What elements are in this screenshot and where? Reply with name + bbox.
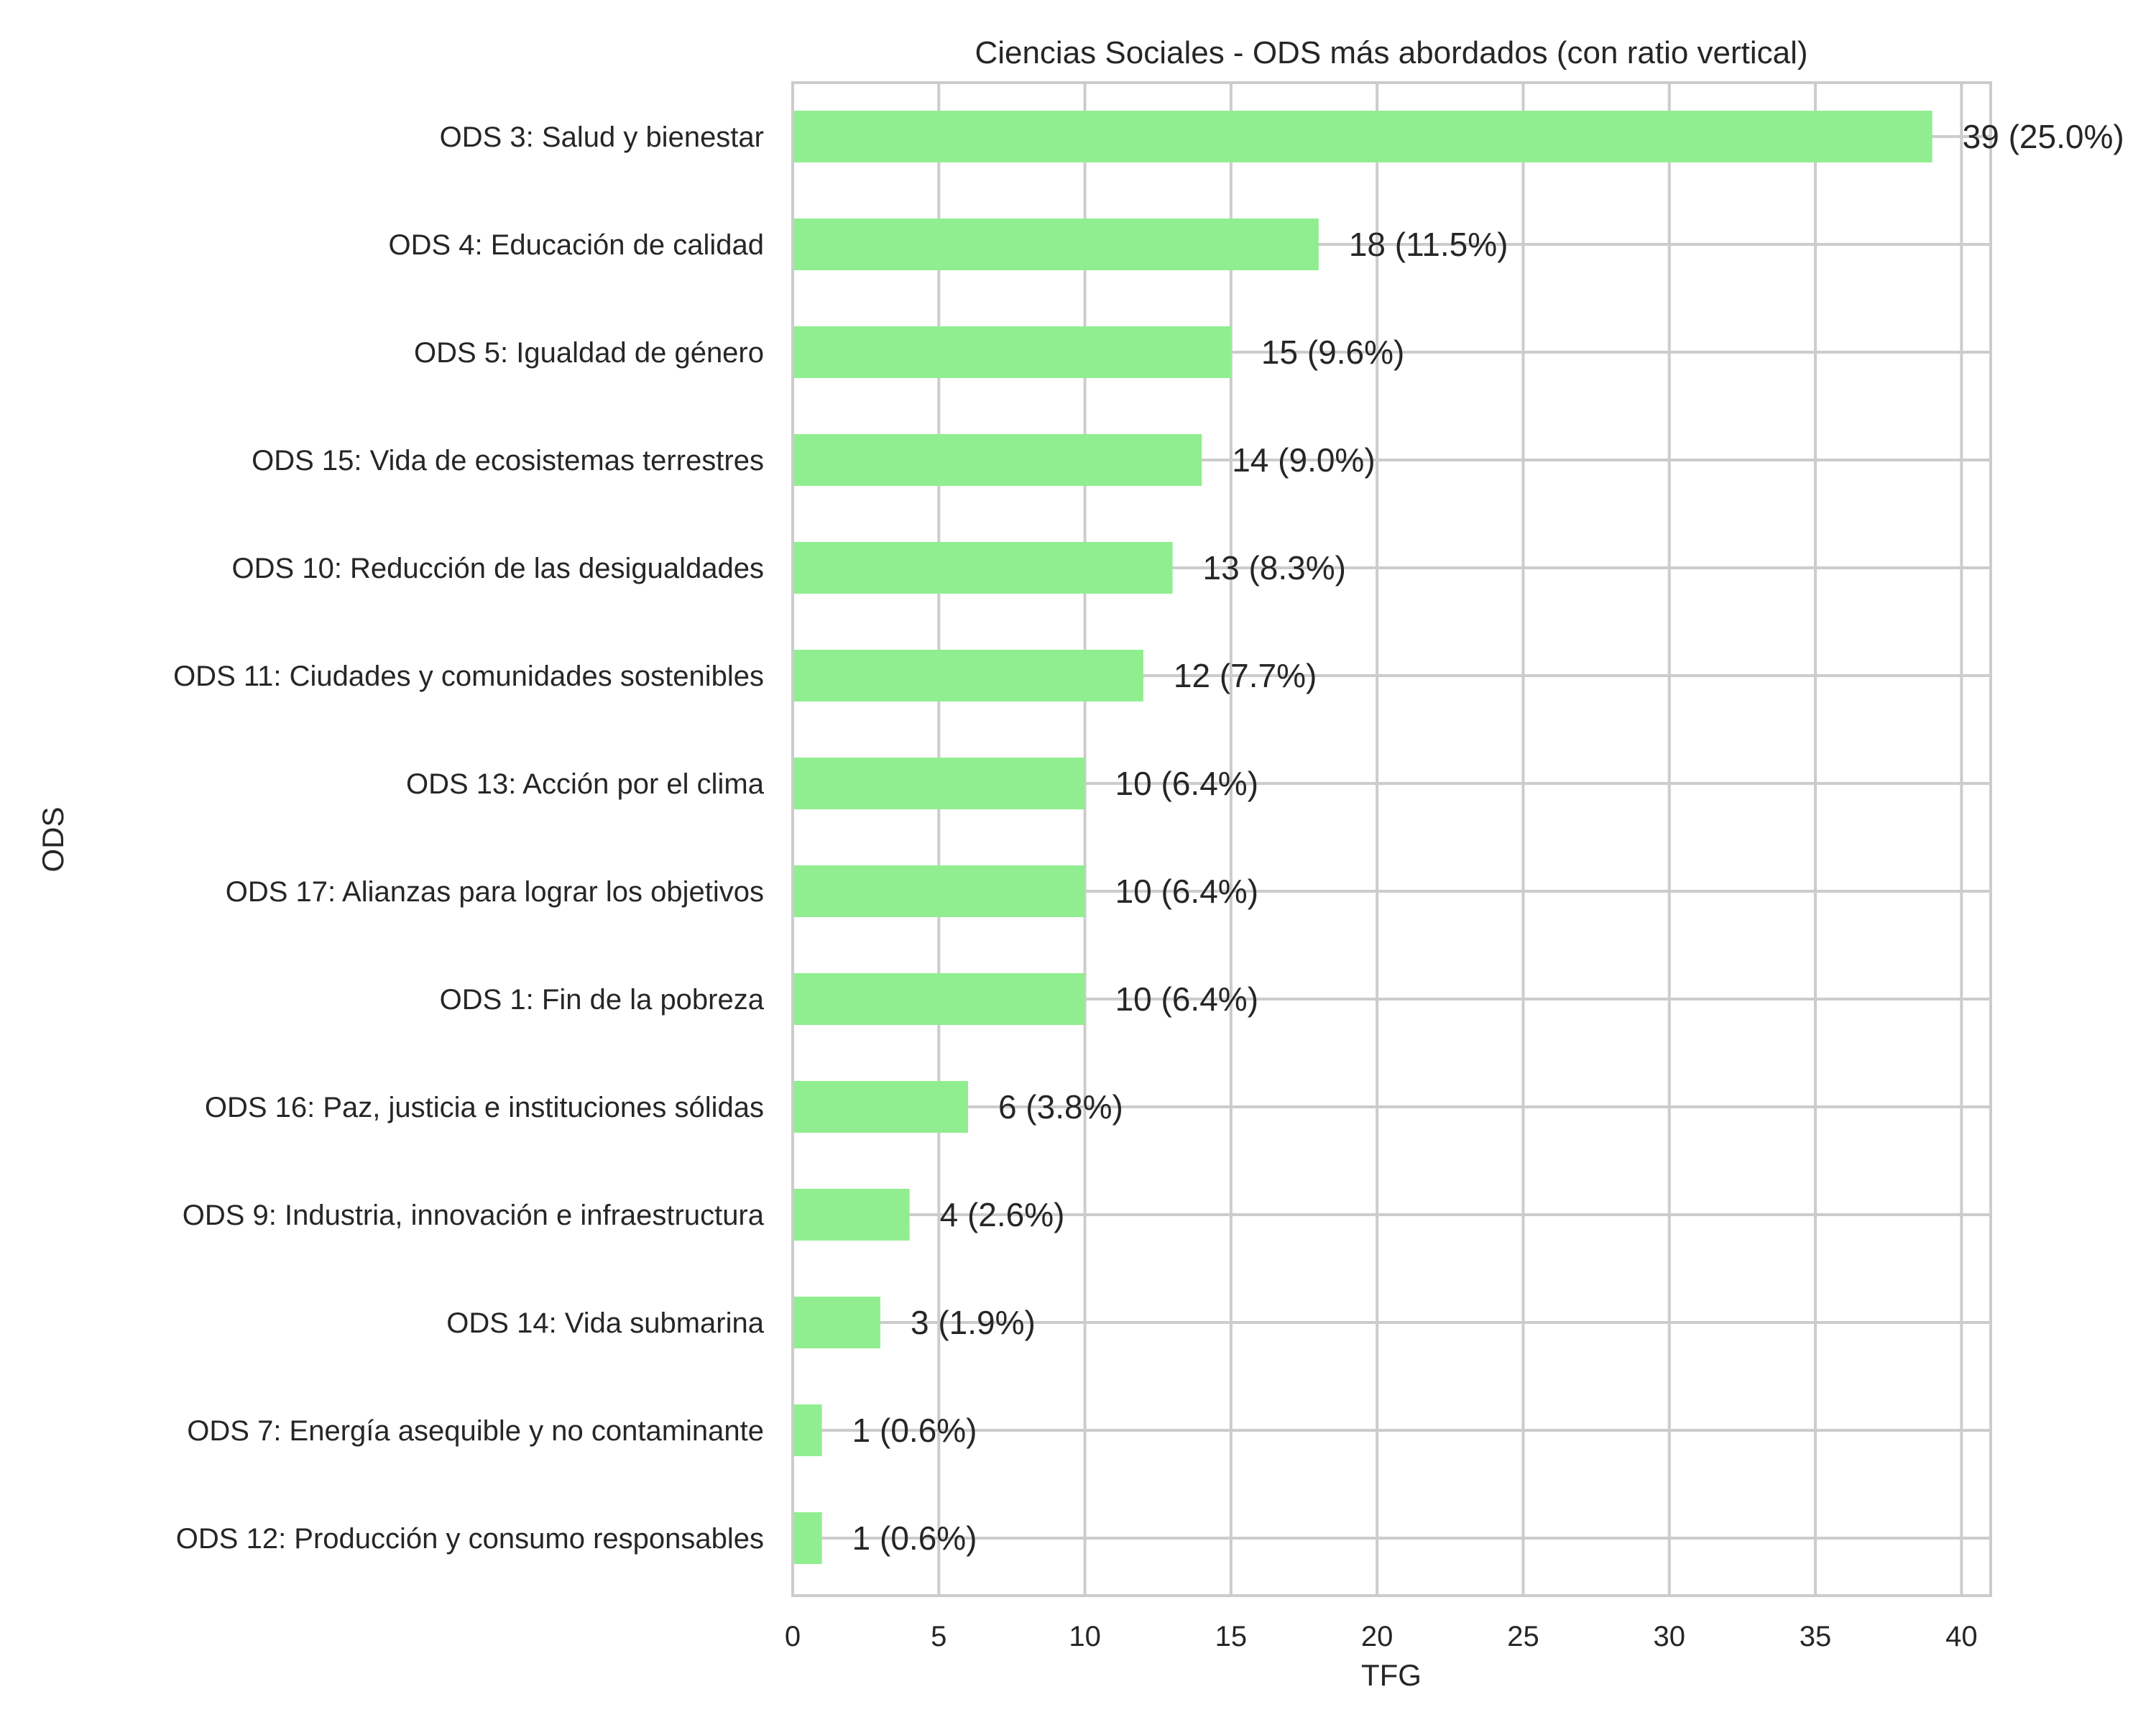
category-label: ODS 17: Alianzas para lograr los objetiv…: [226, 876, 764, 908]
x-tick-label: 10: [1069, 1621, 1101, 1652]
x-axis-label: TFG: [1361, 1658, 1422, 1692]
category-label: ODS 12: Producción y consumo responsable…: [176, 1523, 764, 1555]
chart-title: Ciencias Sociales - ODS más abordados (c…: [975, 35, 1807, 70]
bar: [793, 434, 1202, 486]
category-label: ODS 16: Paz, justicia e instituciones só…: [205, 1092, 764, 1123]
x-tick-label: 40: [1945, 1621, 1978, 1652]
bar: [793, 1189, 910, 1241]
value-label: 6 (3.8%): [998, 1088, 1123, 1126]
x-tick-label: 25: [1507, 1621, 1539, 1652]
category-label: ODS 9: Industria, innovación e infraestr…: [183, 1200, 765, 1231]
x-tick-label: 20: [1361, 1621, 1393, 1652]
bar: [793, 650, 1143, 702]
category-label: ODS 13: Acción por el clima: [406, 768, 765, 800]
x-tick-label: 30: [1654, 1621, 1686, 1652]
bar: [793, 326, 1231, 378]
value-label: 18 (11.5%): [1349, 226, 1508, 263]
category-label: ODS 10: Reducción de las desigualdades: [232, 553, 764, 584]
bar: [793, 111, 1932, 162]
value-labels: 39 (25.0%) 18 (11.5%) 15 (9.6%) 14 (9.0%) 13…: [852, 118, 2124, 1557]
value-label: 15 (9.6%): [1261, 334, 1404, 371]
bar: [793, 1512, 822, 1564]
x-tick-label: 15: [1215, 1621, 1248, 1652]
value-label: 10 (6.4%): [1115, 873, 1258, 910]
bar: [793, 758, 1085, 809]
value-label: 13 (8.3%): [1203, 549, 1346, 586]
bars: [793, 111, 1932, 1564]
bar: [793, 865, 1085, 917]
x-tick-label: 0: [785, 1621, 801, 1652]
value-label: 1 (0.6%): [852, 1519, 977, 1557]
value-label: 14 (9.0%): [1232, 441, 1375, 479]
y-axis-label: ODS: [36, 806, 70, 872]
category-label: ODS 14: Vida submarina: [446, 1307, 764, 1339]
category-label: ODS 5: Igualdad de género: [414, 337, 764, 369]
category-label: ODS 4: Educación de calidad: [388, 229, 764, 261]
plot-frame: [791, 81, 1992, 1597]
value-label: 10 (6.4%): [1115, 980, 1258, 1018]
x-tick-label: 35: [1800, 1621, 1832, 1652]
x-tick-labels: 0 5 10 15 20 25 30 35 40: [785, 1621, 1978, 1652]
category-label: ODS 11: Ciudades y comunidades sostenibl…: [173, 661, 764, 692]
category-label: ODS 3: Salud y bienestar: [440, 121, 764, 153]
x-tick-label: 5: [931, 1621, 946, 1652]
value-label: 12 (7.7%): [1174, 657, 1317, 694]
category-label: ODS 15: Vida de ecosistemas terrestres: [252, 445, 764, 477]
value-label: 3 (1.9%): [911, 1304, 1036, 1341]
value-label: 4 (2.6%): [940, 1196, 1065, 1233]
value-label: 39 (25.0%): [1963, 118, 2124, 155]
bar: [793, 542, 1173, 594]
category-label: ODS 1: Fin de la pobreza: [440, 984, 765, 1016]
bar: [793, 973, 1085, 1025]
bar: [793, 1297, 880, 1348]
bar: [793, 1081, 968, 1133]
value-label: 10 (6.4%): [1115, 765, 1258, 802]
category-labels: ODS 3: Salud y bienestar ODS 4: Educación…: [173, 121, 765, 1555]
bar: [793, 218, 1319, 270]
value-label: 1 (0.6%): [852, 1412, 977, 1449]
category-label: ODS 7: Energía asequible y no contaminan…: [187, 1415, 764, 1447]
bar: [793, 1404, 822, 1456]
